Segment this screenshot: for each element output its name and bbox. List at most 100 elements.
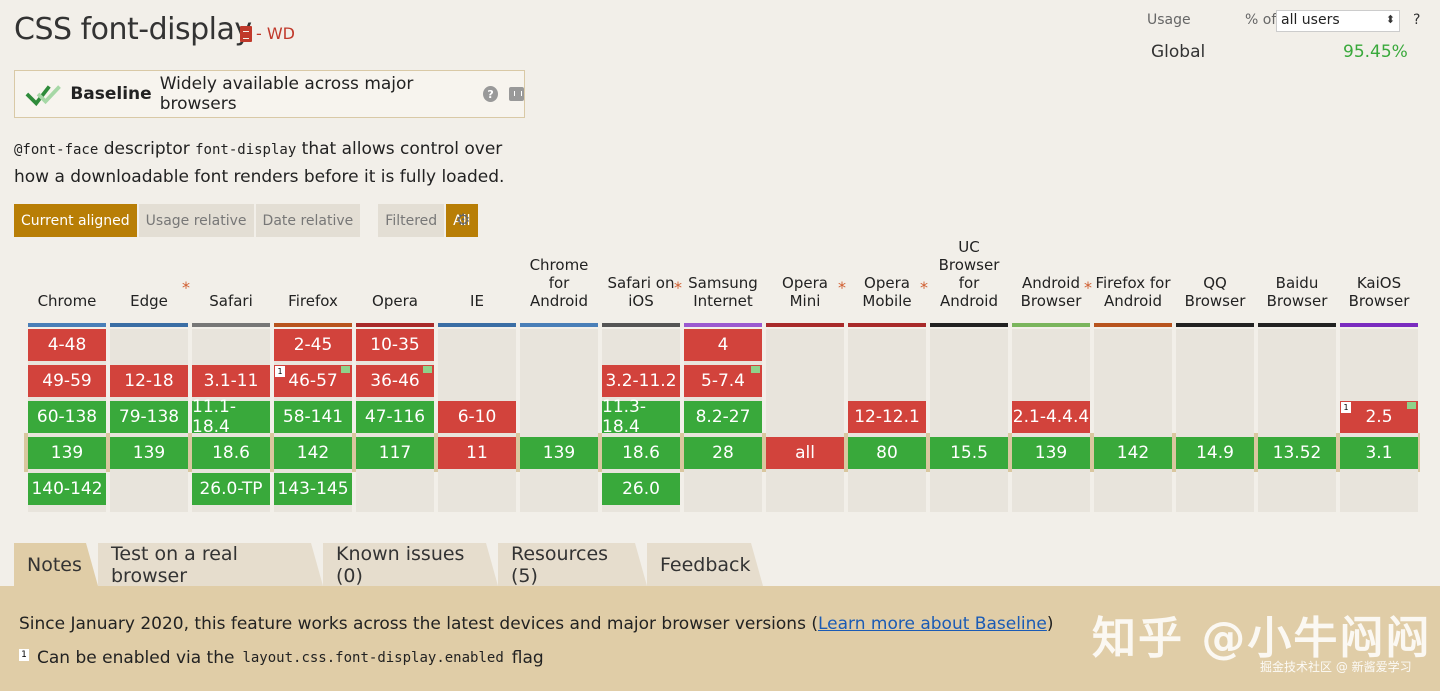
baseline-banner: Baseline Widely available across major b… [14, 70, 525, 118]
supported-version-cell[interactable]: 79-138 [110, 401, 188, 433]
supported-version-cell[interactable]: 18.6 [192, 437, 270, 469]
supported-version-cell[interactable]: 142 [1094, 437, 1172, 469]
usage-help[interactable]: ? [1413, 12, 1421, 28]
browser-color-bar [1258, 323, 1336, 327]
select-arrows-icon: ⬍ [1385, 13, 1395, 26]
supported-version-cell[interactable]: 142 [274, 437, 352, 469]
version-range: 15.5 [950, 443, 988, 463]
unsupported-version-cell[interactable]: 2.1-4.4.4 [1012, 401, 1090, 433]
browser-name: Safari [209, 292, 253, 310]
version-range: 79-138 [118, 407, 180, 427]
supported-version-cell[interactable]: 60-138 [28, 401, 106, 433]
usage-percent: 95.45% [1343, 42, 1408, 62]
browser-name: UC Browser for Android [938, 238, 1000, 310]
supported-version-cell[interactable]: 13.52 [1258, 437, 1336, 469]
tab-feedback[interactable]: Feedback [647, 543, 763, 586]
version-range: 142 [1116, 443, 1150, 463]
supported-version-cell[interactable]: 140-142 [28, 473, 106, 505]
supported-version-cell[interactable]: 3.1 [1340, 437, 1418, 469]
filtered-button[interactable]: Filtered [378, 204, 445, 237]
version-range: 139 [132, 443, 166, 463]
browser-color-bar [192, 323, 270, 327]
unsupported-version-cell[interactable]: 12-18 [110, 365, 188, 397]
unsupported-version-cell[interactable]: 10-35 [356, 329, 434, 361]
feedback-icon[interactable] [509, 87, 524, 101]
spec-status-label: - WD [256, 24, 295, 43]
version-range: 3.2-11.2 [605, 371, 677, 391]
supported-version-cell[interactable]: 117 [356, 437, 434, 469]
browser-name: Chrome [37, 292, 97, 310]
browser-color-bar [1340, 323, 1418, 327]
footnote-text-2: flag [511, 648, 544, 668]
supported-version-cell[interactable]: 28 [684, 437, 762, 469]
view-options: Current aligned Usage relative Date rela… [14, 204, 480, 237]
unsupported-version-cell[interactable]: 36-46 [356, 365, 434, 397]
supported-version-cell[interactable]: 26.0 [602, 473, 680, 505]
baseline-note-text: Since January 2020, this feature works a… [19, 614, 818, 634]
current-aligned-button[interactable]: Current aligned [14, 204, 137, 237]
tab-test-on-a-real-browser[interactable]: Test on a real browser [98, 543, 323, 587]
version-range: 139 [1034, 443, 1068, 463]
supported-version-cell[interactable]: 8.2-27 [684, 401, 762, 433]
supported-version-cell[interactable]: 11.1-18.4 [192, 397, 270, 437]
tab-known-issues-0[interactable]: Known issues (0) [323, 543, 498, 587]
unsupported-version-cell[interactable]: 3.1-11 [192, 365, 270, 397]
supported-version-cell[interactable]: 139 [28, 437, 106, 469]
baseline-label: Baseline [70, 84, 152, 104]
all-button[interactable]: All [446, 204, 478, 237]
supported-version-cell[interactable]: 58-141 [274, 401, 352, 433]
version-range: 12-12.1 [854, 407, 920, 427]
version-range: 47-116 [364, 407, 426, 427]
footnote: 1 Can be enabled via the layout.css.font… [19, 648, 544, 668]
supported-version-cell[interactable]: 139 [1012, 437, 1090, 469]
unsupported-version-cell[interactable]: 2-45 [274, 329, 352, 361]
supported-version-cell[interactable]: 26.0-TP [192, 473, 270, 505]
unsupported-version-cell[interactable]: 11 [438, 437, 516, 469]
version-range: 13.52 [1272, 443, 1322, 463]
browser-column-background [1176, 329, 1254, 512]
supported-version-cell[interactable]: 139 [110, 437, 188, 469]
supported-version-cell[interactable]: 80 [848, 437, 926, 469]
unsupported-version-cell[interactable]: 49-59 [28, 365, 106, 397]
version-range: all [795, 443, 815, 463]
version-range: 60-138 [36, 407, 98, 427]
supported-version-cell[interactable]: 47-116 [356, 401, 434, 433]
version-range: 58-141 [282, 407, 344, 427]
tab-resources-5[interactable]: Resources (5) [498, 543, 647, 587]
version-range: 142 [296, 443, 330, 463]
unsupported-version-cell[interactable]: 4 [684, 329, 762, 361]
unsupported-version-cell[interactable]: 46-57 1 [274, 365, 352, 397]
usage-select[interactable]: all users ⬍ [1276, 10, 1400, 32]
tab-notes[interactable]: Notes [14, 543, 98, 586]
supported-version-cell[interactable]: 143-145 [274, 473, 352, 505]
version-range: 4-48 [47, 335, 87, 355]
date-relative-button[interactable]: Date relative [255, 204, 361, 237]
unsupported-version-cell[interactable]: 5-7.4 [684, 365, 762, 397]
browser-note-star: * [920, 278, 928, 297]
notes-panel: Since January 2020, this feature works a… [0, 586, 1440, 691]
code-font-display: font-display [195, 142, 297, 158]
feature-description: @font-face descriptor font-display that … [14, 136, 514, 191]
supported-version-cell[interactable]: 14.9 [1176, 437, 1254, 469]
version-range: 139 [50, 443, 84, 463]
browser-color-bar [438, 323, 516, 327]
gear-icon[interactable]: ⚙ [456, 210, 471, 229]
spec-status-link[interactable]: - WD [240, 24, 295, 43]
unsupported-version-cell[interactable]: all [766, 437, 844, 469]
learn-more-baseline-link[interactable]: Learn more about Baseline [817, 614, 1047, 634]
unsupported-version-cell[interactable]: 12-12.1 [848, 401, 926, 433]
usage-relative-button[interactable]: Usage relative [138, 204, 254, 237]
help-icon[interactable]: ? [483, 86, 499, 102]
supported-version-cell[interactable]: 139 [520, 437, 598, 469]
supported-version-cell[interactable]: 18.6 [602, 437, 680, 469]
supported-version-cell[interactable]: 15.5 [930, 437, 1008, 469]
version-range: 8.2-27 [695, 407, 751, 427]
supported-version-cell[interactable]: 11.3-18.4 [602, 397, 680, 437]
footnote-number: 1 [19, 649, 29, 661]
unsupported-version-cell[interactable]: 2.5 1 [1340, 401, 1418, 433]
description-text-1: descriptor [98, 139, 196, 159]
browser-color-bar [1012, 323, 1090, 327]
unsupported-version-cell[interactable]: 6-10 [438, 401, 516, 433]
unsupported-version-cell[interactable]: 3.2-11.2 [602, 365, 680, 397]
unsupported-version-cell[interactable]: 4-48 [28, 329, 106, 361]
